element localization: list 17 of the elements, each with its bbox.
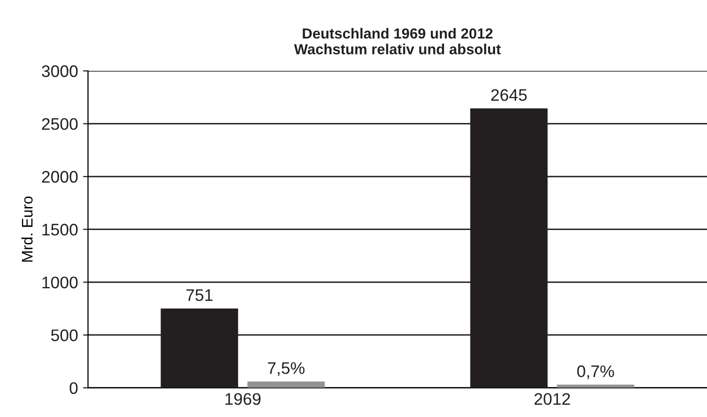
- data-label: 751: [186, 289, 213, 302]
- y-tick-label: 500: [51, 329, 78, 342]
- y-tick-label: 2000: [42, 170, 78, 183]
- annotation: 0,7%: [577, 365, 614, 380]
- data-label: 2645: [491, 89, 527, 101]
- y-tick-label: 0: [70, 382, 78, 394]
- y-tick-label: 1000: [42, 276, 78, 288]
- annotation: 7,5%: [268, 362, 304, 376]
- x-tick-label: 1969: [225, 393, 260, 405]
- y-axis-title: Mrd. Euro: [21, 196, 33, 262]
- y-tick-label: 2500: [42, 118, 78, 130]
- y-tick-label: 1500: [42, 224, 78, 236]
- bar: [247, 381, 325, 388]
- y-tick-label: 3000: [42, 65, 78, 78]
- chart-title: Deutschland 1969 und 2012 Wachstum relativ und absolut: [294, 28, 501, 54]
- x-tick-label: 2012: [534, 393, 570, 405]
- bar: [556, 384, 634, 388]
